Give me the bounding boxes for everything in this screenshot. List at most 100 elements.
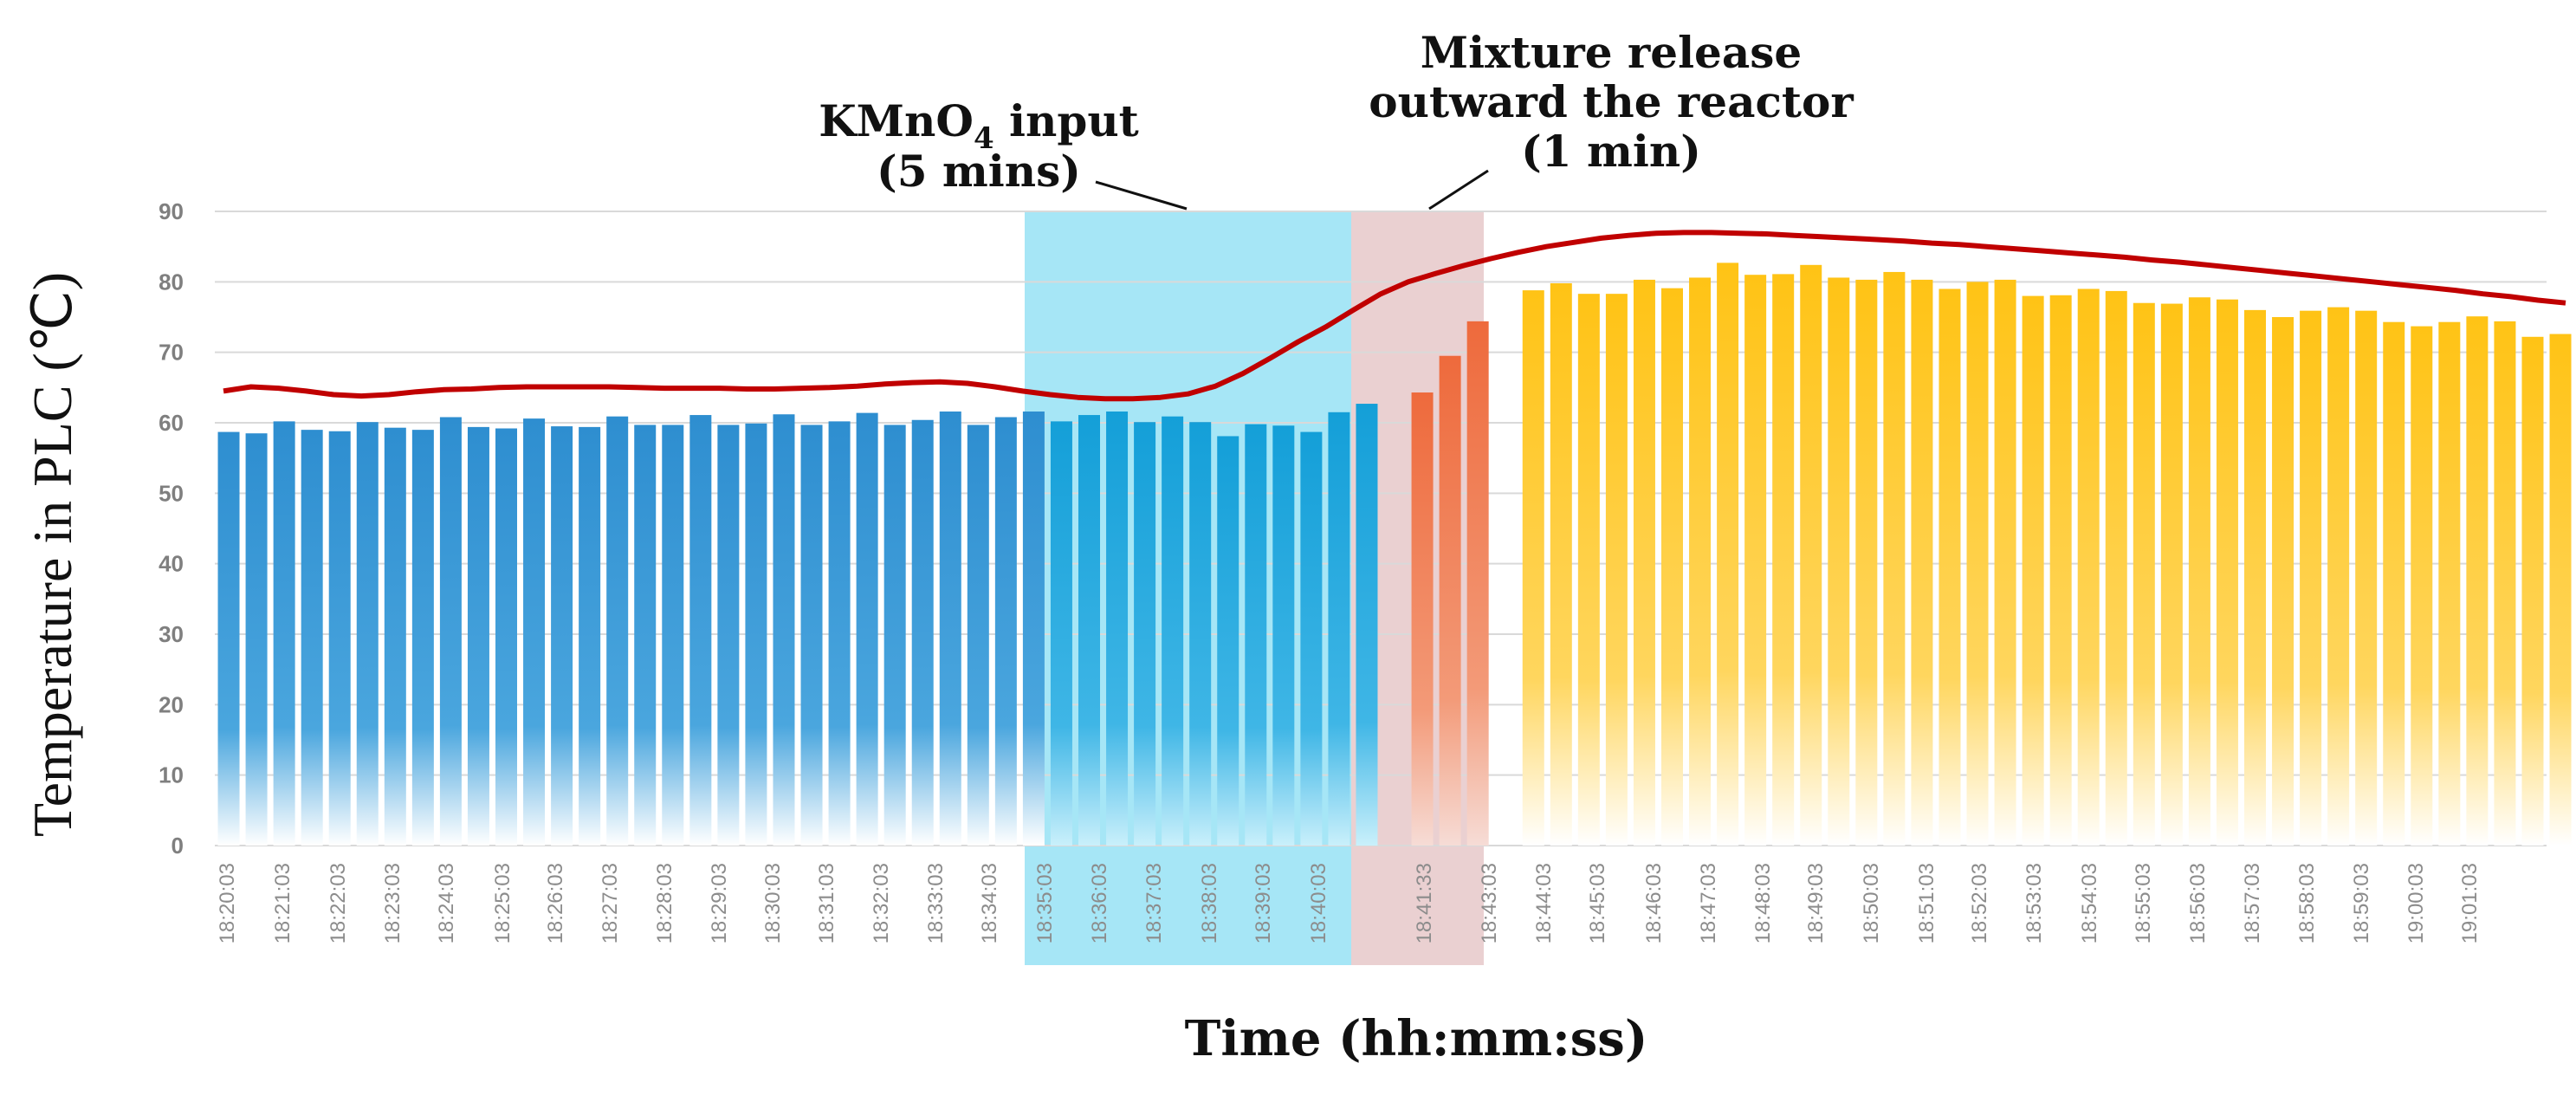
bar — [2105, 290, 2127, 846]
x-tick-label: 18:59:03 — [2350, 863, 2373, 943]
bar — [1633, 279, 1655, 846]
bar — [1911, 279, 1933, 846]
bar — [2049, 295, 2072, 846]
bar — [411, 430, 434, 846]
trend-line — [223, 230, 2566, 402]
bar — [994, 417, 1017, 846]
x-tick-label: 18:37:03 — [1142, 863, 1166, 943]
bar — [856, 412, 878, 846]
bar — [495, 428, 517, 846]
x-tick-label: 18:29:03 — [708, 863, 731, 943]
bar — [1689, 277, 1712, 846]
bar — [1300, 431, 1323, 846]
release-leader — [1428, 169, 1489, 211]
bar — [634, 425, 657, 846]
x-tick-label: 18:48:03 — [1751, 863, 1775, 943]
bar — [1883, 271, 1906, 846]
x-tick-label: 18:22:03 — [327, 863, 350, 943]
bar — [1855, 279, 1878, 846]
x-tick-label: 18:30:03 — [761, 863, 785, 943]
x-tick-label: 18:54:03 — [2078, 863, 2101, 943]
bar — [579, 426, 601, 846]
bar — [2022, 295, 2044, 846]
y-tick-label: 10 — [159, 762, 184, 788]
bar — [606, 416, 629, 846]
bar — [1772, 274, 1795, 846]
bar — [1744, 275, 1767, 846]
bar — [1800, 264, 1822, 846]
bar — [1994, 279, 2016, 846]
bar — [1106, 411, 1129, 846]
x-tick-label: 18:50:03 — [1860, 863, 1883, 943]
bar — [2188, 297, 2210, 846]
x-tick-label: 18:31:03 — [815, 863, 838, 943]
bar — [800, 425, 823, 846]
bar — [245, 433, 268, 846]
bar — [1245, 424, 1267, 846]
x-tick-label: 18:39:03 — [1252, 863, 1275, 943]
bar — [2438, 321, 2461, 846]
bar — [773, 414, 795, 846]
bar — [1134, 422, 1156, 846]
bar — [1356, 404, 1378, 846]
x-tick-label: 18:55:03 — [2132, 863, 2155, 943]
bar — [1217, 436, 1239, 846]
bar — [273, 421, 295, 846]
kmno4-duration: (5 mins) — [877, 146, 1081, 197]
y-tick-label: 70 — [159, 340, 184, 366]
x-tick-label: 19:00:03 — [2404, 863, 2428, 943]
x-tick-label: 18:33:03 — [924, 863, 948, 943]
bar — [745, 423, 767, 846]
bar — [911, 419, 934, 846]
y-axis-ticks: 0 10 20 30 40 50 60 70 80 90 — [159, 198, 184, 859]
x-tick-label: 18:47:03 — [1697, 863, 1720, 943]
y-axis-title: Temperature in PLC (℃) — [22, 272, 83, 837]
bar — [1466, 321, 1489, 846]
bar — [2466, 316, 2489, 846]
x-tick-label: 18:51:03 — [1915, 863, 1938, 943]
bar — [2327, 307, 2350, 846]
y-tick-label: 20 — [159, 691, 184, 717]
x-tick-label: 18:38:03 — [1198, 863, 1221, 943]
y-tick-label: 0 — [172, 833, 184, 859]
bar — [717, 425, 740, 846]
x-tick-label: 19:01:03 — [2458, 863, 2482, 943]
x-tick-label: 18:44:03 — [1532, 863, 1556, 943]
bar — [328, 431, 351, 846]
kmno4-label: KMnO4 input — [819, 95, 1139, 156]
bar — [1661, 288, 1683, 846]
bar — [1272, 425, 1295, 846]
bar — [1328, 412, 1350, 846]
x-tick-label: 18:24:03 — [435, 863, 458, 943]
bar — [1162, 416, 1184, 846]
bar — [1938, 288, 1961, 846]
y-tick-label: 40 — [159, 551, 184, 577]
bar — [2244, 309, 2266, 846]
bar — [1828, 277, 1850, 846]
gridlines — [215, 211, 2547, 846]
bar — [1078, 415, 1100, 846]
bar — [1522, 290, 1544, 846]
release-label-1: Mixture release — [1421, 27, 1802, 78]
x-axis-ticks: 18:20:03 18:21:03 18:22:03 18:23:03 18:24:03… — [216, 863, 2482, 943]
x-tick-label: 18:20:03 — [216, 863, 239, 943]
bar — [301, 430, 323, 846]
x-tick-label: 18:53:03 — [2023, 863, 2046, 943]
bar — [356, 422, 379, 846]
bar — [384, 427, 406, 846]
bar — [1577, 294, 1600, 846]
bar — [2549, 334, 2572, 846]
x-tick-label: 18:45:03 — [1586, 863, 1609, 943]
bar — [1411, 392, 1434, 846]
bar — [2355, 310, 2378, 846]
bar — [939, 411, 961, 846]
y-tick-label: 50 — [159, 480, 184, 506]
bar — [1022, 411, 1045, 846]
x-tick-label: 18:58:03 — [2295, 863, 2319, 943]
x-tick-label: 18:49:03 — [1804, 863, 1828, 943]
x-tick-label: 18:25:03 — [491, 863, 515, 943]
bar — [439, 417, 462, 846]
x-tick-label: 18:27:03 — [599, 863, 622, 943]
bar — [2411, 326, 2433, 846]
